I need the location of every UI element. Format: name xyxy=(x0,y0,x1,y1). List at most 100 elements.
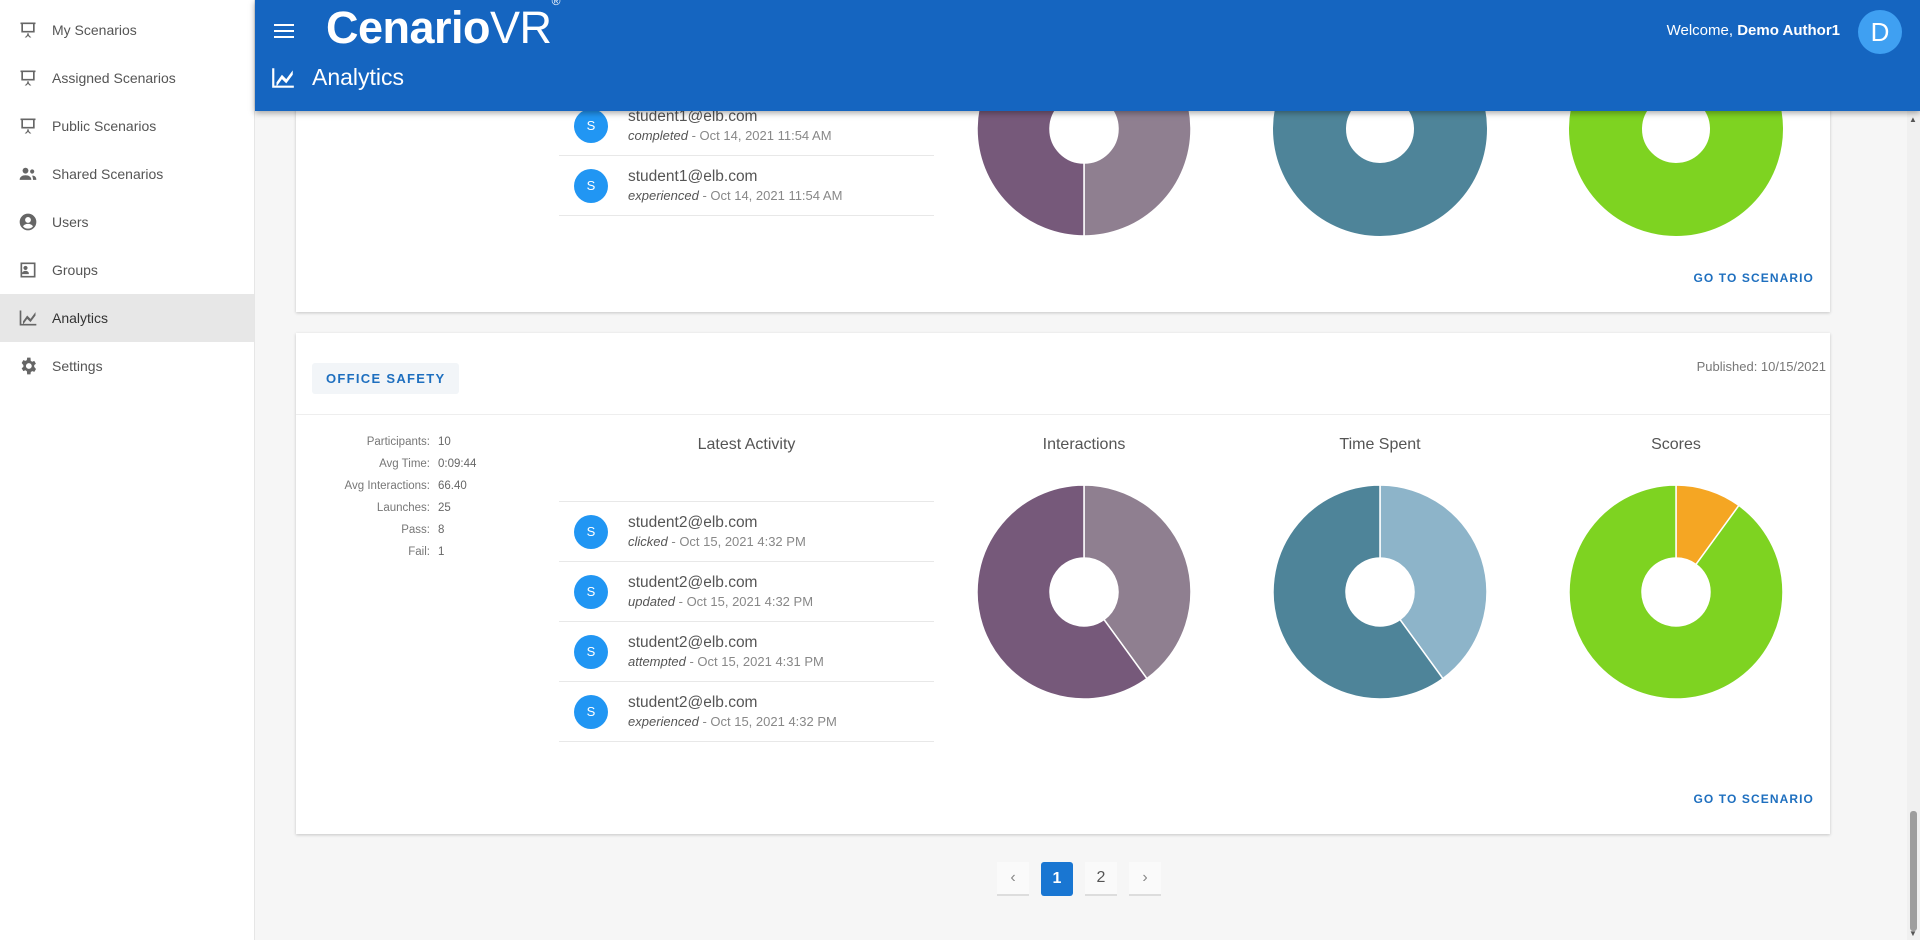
stat-row: Pass: 8 xyxy=(296,524,546,546)
activity-email: student1@elb.com xyxy=(628,168,758,185)
donut-slice xyxy=(1569,60,1783,236)
stat-value: 10 xyxy=(438,436,451,448)
avatar: S xyxy=(574,514,608,549)
activity-email: student2@elb.com xyxy=(628,514,758,531)
scroll-up-icon[interactable]: ▲ xyxy=(1909,115,1917,124)
stat-label: Avg Interactions: xyxy=(344,480,430,492)
sidebar-item-assigned-scenarios[interactable]: Assigned Scenarios xyxy=(0,54,254,102)
stat-label: Participants: xyxy=(366,436,430,448)
scroll-down-icon[interactable]: ▼ xyxy=(1909,929,1917,938)
latest-activity-list: S student1@elb.com completed - Oct 14, 2… xyxy=(559,96,934,216)
activity-time: Oct 15, 2021 4:32 PM xyxy=(679,534,806,549)
avatar: S xyxy=(574,694,608,729)
sidebar-item-label: My Scenarios xyxy=(52,22,137,38)
account-circle-icon xyxy=(17,211,39,233)
activity-time: Oct 15, 2021 4:32 PM xyxy=(686,594,814,609)
presentation-icon xyxy=(17,19,39,41)
page-title: Analytics xyxy=(312,64,405,90)
activity-email: student2@elb.com xyxy=(628,634,758,651)
sidebar-item-users[interactable]: Users xyxy=(0,198,254,246)
scrollbar-thumb[interactable] xyxy=(1910,811,1917,931)
scores-donut-chart xyxy=(1569,60,1783,236)
presentation-icon xyxy=(17,67,39,89)
sidebar-item-my-scenarios[interactable]: My Scenarios xyxy=(0,6,254,54)
presentation-icon xyxy=(17,115,39,137)
avatar: S xyxy=(574,108,608,143)
list-item: S student2@elb.com attempted - Oct 15, 2… xyxy=(559,622,934,682)
scenario-card: OFFICE SAFETY Published: 10/15/2021 Part… xyxy=(296,333,1830,834)
sidebar-item-groups[interactable]: Groups xyxy=(0,246,254,294)
user-name: Demo Author1 xyxy=(1737,22,1840,39)
people-icon xyxy=(17,163,39,185)
sidebar: My Scenarios Assigned Scenarios Public S… xyxy=(0,0,255,940)
donut-slice xyxy=(977,485,1148,699)
sidebar-item-public-scenarios[interactable]: Public Scenarios xyxy=(0,102,254,150)
activity-verb: experienced xyxy=(628,714,699,729)
latest-activity-list: S student2@elb.com clicked - Oct 15, 202… xyxy=(559,501,934,742)
go-to-scenario-button[interactable]: GO TO SCENARIO xyxy=(1693,271,1814,285)
stat-label: Fail: xyxy=(408,546,430,558)
activity-verb: updated xyxy=(628,594,675,609)
donut-slice xyxy=(1273,485,1444,699)
activity-time: Oct 14, 2021 11:54 AM xyxy=(710,188,843,203)
interactions-donut-chart xyxy=(977,485,1191,699)
stat-row: Fail: 1 xyxy=(296,546,546,568)
stat-label: Launches: xyxy=(376,502,430,514)
activity-verb: clicked xyxy=(628,534,668,549)
user-avatar[interactable]: D xyxy=(1858,10,1902,54)
activity-verb: experienced xyxy=(628,188,699,203)
scrollbar[interactable]: ▲ ▼ xyxy=(1907,111,1920,940)
activity-email: student2@elb.com xyxy=(628,694,758,711)
scores-title: Scores xyxy=(1651,436,1701,453)
page-button-2[interactable]: 2 xyxy=(1085,862,1117,896)
list-item: S student2@elb.com updated - Oct 15, 202… xyxy=(559,562,934,622)
page-heading: Analytics xyxy=(270,64,404,91)
stat-row: Avg Interactions: 66.40 xyxy=(296,480,546,502)
scores-donut-chart xyxy=(1569,485,1783,699)
stat-value: 8 xyxy=(438,524,445,536)
sidebar-item-label: Groups xyxy=(52,262,98,278)
donut-slice xyxy=(1379,485,1487,680)
activity-verb: completed xyxy=(628,128,688,143)
stat-value: 25 xyxy=(438,502,451,514)
gear-icon xyxy=(17,355,39,377)
app-header: CenarioVR® Analytics Welcome, Demo Autho… xyxy=(255,0,1920,111)
sidebar-item-label: Settings xyxy=(52,358,103,374)
interactions-title: Interactions xyxy=(1042,436,1126,453)
list-item: S student2@elb.com experienced - Oct 15,… xyxy=(559,682,934,742)
published-date: Published: 10/15/2021 xyxy=(1696,359,1826,374)
stat-row: Launches: 25 xyxy=(296,502,546,524)
stat-row: Avg Time: 0:09:44 xyxy=(296,458,546,480)
group-icon xyxy=(17,259,39,281)
stat-value: 0:09:44 xyxy=(438,458,477,470)
sidebar-item-settings[interactable]: Settings xyxy=(0,342,254,390)
sidebar-item-analytics[interactable]: Analytics xyxy=(0,294,254,342)
activity-time: Oct 15, 2021 4:31 PM xyxy=(697,654,824,669)
activity-verb: attempted xyxy=(628,654,686,669)
time-spent-donut-chart xyxy=(1273,60,1487,236)
avatar: S xyxy=(574,574,608,609)
go-to-scenario-button[interactable]: GO TO SCENARIO xyxy=(1693,792,1814,806)
pagination: ‹ 1 2 › xyxy=(997,862,1161,896)
menu-icon[interactable] xyxy=(272,20,296,44)
prev-page-button[interactable]: ‹ xyxy=(997,862,1029,896)
latest-activity-title: Latest Activity xyxy=(697,436,796,453)
activity-time: Oct 15, 2021 4:32 PM xyxy=(710,714,837,729)
sidebar-item-label: Users xyxy=(52,214,89,230)
activity-email: student2@elb.com xyxy=(628,574,758,591)
scenario-name-button[interactable]: OFFICE SAFETY xyxy=(312,363,460,394)
next-page-button[interactable]: › xyxy=(1129,862,1161,896)
stat-label: Pass: xyxy=(401,524,430,536)
sidebar-item-label: Shared Scenarios xyxy=(52,166,164,182)
avatar: S xyxy=(574,168,608,203)
page-button-1[interactable]: 1 xyxy=(1041,862,1073,896)
sidebar-item-label: Analytics xyxy=(52,310,109,326)
list-item: S student1@elb.com completed - Oct 14, 2… xyxy=(559,96,934,156)
stat-label: Avg Time: xyxy=(379,458,430,470)
list-item: S student1@elb.com experienced - Oct 14,… xyxy=(559,156,934,216)
avatar: S xyxy=(574,634,608,669)
chart-icon xyxy=(17,307,39,329)
time-spent-title: Time Spent xyxy=(1339,436,1421,453)
activity-time: Oct 14, 2021 11:54 AM xyxy=(699,128,832,143)
sidebar-item-shared-scenarios[interactable]: Shared Scenarios xyxy=(0,150,254,198)
